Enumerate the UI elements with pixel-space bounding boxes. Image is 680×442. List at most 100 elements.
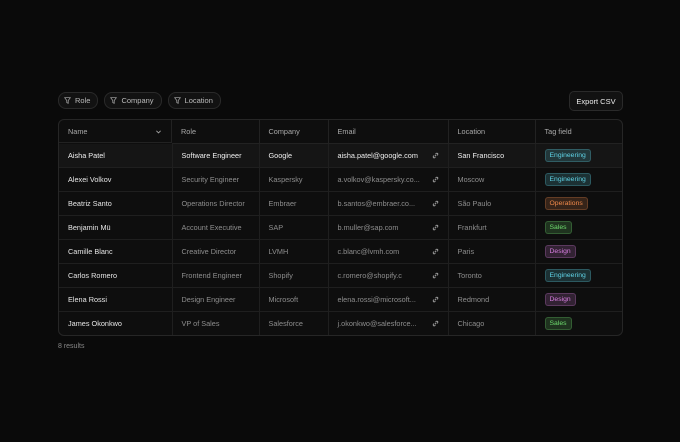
result-count: 8 results bbox=[58, 343, 85, 350]
export-button[interactable]: Export CSV bbox=[569, 91, 623, 111]
cell-text: LVMH bbox=[268, 247, 289, 256]
email-cell: a.volkov@kaspersky.co... bbox=[338, 175, 439, 184]
email-text: a.volkov@kaspersky.co... bbox=[337, 175, 420, 184]
filter-chip[interactable]: Role bbox=[58, 92, 99, 109]
table-row[interactable]: Carlos Romero Frontend Engineer Shopify c.r… bbox=[59, 263, 622, 288]
table-cell: c.romero@shopify.c bbox=[328, 263, 449, 288]
cell-text: Frankfurt bbox=[457, 223, 487, 232]
tag: Operations bbox=[544, 197, 588, 210]
column-header[interactable]: Role bbox=[172, 120, 260, 144]
cell-text: Security Engineer bbox=[181, 175, 240, 184]
cell-text: Software Engineer bbox=[181, 151, 242, 160]
table-cell: Beatriz Santo bbox=[59, 191, 173, 216]
header-label: Name bbox=[68, 126, 88, 136]
email-text: j.okonkwo@salesforce... bbox=[337, 319, 417, 328]
table-cell: Aisha Patel bbox=[59, 143, 173, 168]
filter-chip[interactable]: Company bbox=[104, 92, 162, 109]
header-label: Company bbox=[268, 127, 300, 136]
table-cell: a.volkov@kaspersky.co... bbox=[328, 167, 449, 192]
table-row[interactable]: James Okonkwo VP of Sales Salesforce j.okon… bbox=[59, 311, 622, 336]
email-cell: c.blanc@lvmh.com bbox=[338, 247, 439, 256]
header-label: Email bbox=[337, 127, 356, 136]
cell-text: Camille Blanc bbox=[68, 247, 113, 256]
table-cell: Software Engineer bbox=[172, 143, 260, 168]
column-header[interactable]: Tag field bbox=[535, 120, 622, 144]
email-text: b.muller@sap.com bbox=[337, 223, 399, 232]
cell-text: Frontend Engineer bbox=[181, 271, 242, 280]
cell-text: VP of Sales bbox=[181, 319, 220, 328]
table-cell: Design bbox=[535, 287, 622, 312]
cell-text: Toronto bbox=[457, 271, 482, 280]
column-header[interactable]: Email bbox=[328, 120, 449, 144]
table-cell: Frankfurt bbox=[448, 215, 536, 240]
icon bbox=[110, 97, 118, 104]
filter-label: Company bbox=[121, 96, 154, 105]
table-cell: Frontend Engineer bbox=[172, 263, 260, 288]
table-row[interactable]: Camille Blanc Creative Director LVMH c.blan… bbox=[59, 239, 622, 264]
cell-text: SAP bbox=[268, 223, 284, 232]
table-cell: Design bbox=[535, 239, 622, 264]
table-row[interactable]: Elena Rossi Design Engineer Microsoft elena… bbox=[59, 287, 622, 312]
tag: Engineering bbox=[544, 149, 591, 162]
table-cell: Elena Rossi bbox=[59, 287, 173, 312]
email-cell: b.muller@sap.com bbox=[338, 223, 439, 232]
table-cell: Creative Director bbox=[172, 239, 260, 264]
table-cell: Engineering bbox=[535, 143, 622, 168]
header-row: Name Role Company Email Location Tag field bbox=[59, 120, 622, 144]
cell-text: James Okonkwo bbox=[68, 319, 122, 328]
icon bbox=[432, 248, 439, 255]
table-row[interactable]: Alexei Volkov Security Engineer Kaspersky a… bbox=[59, 167, 622, 192]
tag: Engineering bbox=[544, 173, 591, 186]
table-cell: Microsoft bbox=[259, 287, 329, 312]
icon bbox=[432, 176, 439, 183]
table-row[interactable]: Aisha Patel Software Engineer Google aisha.… bbox=[59, 143, 622, 168]
tag: Design bbox=[544, 245, 576, 258]
icon bbox=[432, 296, 439, 303]
column-header[interactable]: Location bbox=[448, 120, 536, 144]
email-text: aisha.patel@google.com bbox=[337, 151, 418, 160]
table-cell: Moscow bbox=[448, 167, 536, 192]
table-row[interactable]: Beatriz Santo Operations Director Embraer b… bbox=[59, 191, 622, 216]
cell-text: Carlos Romero bbox=[68, 271, 118, 280]
email-cell: aisha.patel@google.com bbox=[338, 151, 439, 160]
filter-label: Location bbox=[184, 96, 213, 105]
table: Name Role Company Email Location Tag field Ai… bbox=[59, 120, 622, 335]
cell-text: Design Engineer bbox=[181, 295, 236, 304]
cell-text: Paris bbox=[457, 247, 475, 256]
cell-text: Creative Director bbox=[181, 247, 237, 256]
cell-text: Elena Rossi bbox=[68, 295, 107, 304]
cell-text: Kaspersky bbox=[268, 175, 303, 184]
table-cell: Sales bbox=[535, 312, 622, 336]
table-cell: Embraer bbox=[259, 191, 329, 216]
table-cell: Benjamin Mü bbox=[59, 215, 173, 240]
column-header[interactable]: Name bbox=[59, 120, 172, 143]
table-cell: San Francisco bbox=[448, 143, 536, 168]
cell-text: Benjamin Mü bbox=[68, 223, 111, 232]
table-cell: Operations Director bbox=[172, 191, 260, 216]
table-cell: Toronto bbox=[448, 263, 536, 288]
filter-bar: Role Company Location bbox=[58, 92, 221, 109]
table-cell: b.muller@sap.com bbox=[328, 215, 449, 240]
icon bbox=[432, 224, 439, 231]
cell-text: Shopify bbox=[268, 271, 293, 280]
table-cell: Google bbox=[259, 143, 329, 168]
cell-text: Salesforce bbox=[268, 319, 303, 328]
email-cell: j.okonkwo@salesforce... bbox=[338, 319, 439, 328]
cell-text: Redmond bbox=[457, 295, 490, 304]
table-row[interactable]: Benjamin Mü Account Executive SAP b.muller@… bbox=[59, 215, 622, 240]
table-cell: Security Engineer bbox=[172, 167, 260, 192]
cell-text: Alexei Volkov bbox=[68, 175, 112, 184]
column-header[interactable]: Company bbox=[259, 120, 329, 144]
cell-text: Moscow bbox=[457, 175, 485, 184]
email-cell: b.santos@embraer.co... bbox=[338, 199, 439, 208]
filter-chip[interactable]: Location bbox=[167, 92, 221, 109]
table-cell: Chicago bbox=[448, 311, 536, 335]
table-cell: SAP bbox=[259, 215, 329, 240]
table-cell: Kaspersky bbox=[259, 167, 329, 192]
email-text: b.santos@embraer.co... bbox=[337, 199, 416, 208]
table-cell: Account Executive bbox=[172, 215, 260, 240]
cell-text: Chicago bbox=[457, 319, 485, 328]
cell-text: Aisha Patel bbox=[68, 150, 105, 160]
